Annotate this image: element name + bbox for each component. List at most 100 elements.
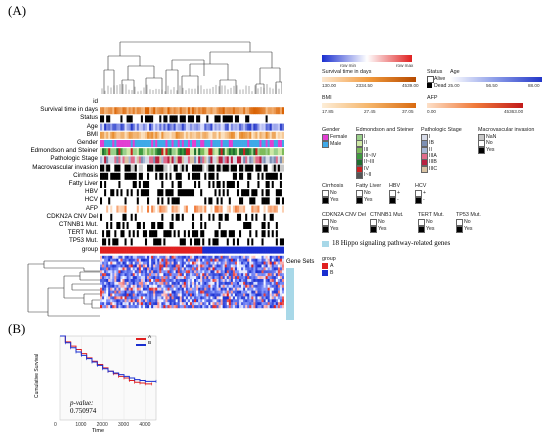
track-row-9: [100, 172, 284, 180]
pathologic-item-0: I: [429, 134, 431, 140]
annotation-heatmap: [100, 99, 284, 309]
tert-legend-title: TERT Mut.: [418, 212, 444, 218]
tp53-swatch-1: [456, 225, 463, 233]
pathologic-item-4: IIIB: [429, 159, 437, 166]
bmi-gradient: [322, 103, 416, 108]
km-pvalue-label: p-value:: [70, 399, 94, 407]
track-label-8: Macrovascular invasion: [32, 163, 98, 171]
edmondson-item-3: III~IV: [364, 152, 377, 159]
gender-swatch-1: [322, 140, 329, 148]
track-row-17: [100, 238, 284, 246]
gender-legend-title: Gender: [322, 127, 340, 133]
track-row-11: [100, 189, 284, 197]
ctnnb1-item-0: No: [378, 219, 385, 225]
cirrhosis-legend-title: Cirrhosis: [322, 183, 344, 189]
hcv-swatch-1: [415, 196, 422, 204]
afp-min: 0.00: [427, 109, 436, 114]
track-label-1: Survival time in days: [40, 106, 98, 114]
pathologic-swatch-5: [421, 165, 428, 173]
track-label-7: Pathologic Stage: [50, 155, 98, 163]
track-label-10: Fatty Liver: [68, 180, 98, 187]
tp53-item-1: Yes: [464, 225, 473, 232]
tert-item-0: No: [426, 219, 433, 225]
pathologic-legend-title: Pathologic Stage: [421, 127, 462, 133]
tert-item-1: Yes: [426, 225, 435, 232]
km-xlabel: Time: [92, 428, 105, 434]
track-label-14: CDKN2A CNV Del: [46, 212, 98, 220]
track-row-1: [100, 107, 284, 115]
track-label-15: CTNNB1 Mut.: [58, 221, 98, 228]
track-label-6: Edmondson and Steiner: [30, 147, 98, 155]
track-label-0: id: [93, 98, 98, 105]
status-legend-title: Status: [427, 69, 443, 75]
cdkn2a-legend-title: CDKN2A CNV Del: [322, 212, 367, 218]
edmondson-item-2: III: [364, 146, 369, 153]
track-row-12: [100, 197, 284, 205]
gender-item-1: Male: [330, 140, 342, 147]
group-a-label: A: [330, 263, 334, 269]
age-gradient: [450, 77, 542, 82]
track-row-10: [100, 181, 284, 188]
macro-item-0: NaN: [486, 134, 497, 140]
km-legend-b: B: [148, 341, 152, 346]
afp-legend-title: AFP: [427, 95, 438, 101]
edmondson-legend-title: Edmondson and Steiner: [356, 127, 414, 133]
gender-item-0: Female: [330, 134, 348, 140]
ctnnb1-item-1: Yes: [378, 225, 387, 232]
survival-mid: 2334.50: [356, 83, 373, 88]
cirrhosis-swatch-1: [322, 196, 329, 204]
group-legend-title: group: [322, 256, 336, 262]
row-dendrogram: [27, 260, 100, 317]
age-mid: 56.50: [486, 83, 498, 88]
track-row-3: [100, 123, 284, 131]
status-dead-label: Dead: [434, 83, 447, 89]
status-dead-swatch: [427, 83, 432, 88]
km-xtick-4: 4000: [139, 422, 151, 428]
column-dendrogram: [101, 41, 282, 94]
track-label-17: TP53 Mut.: [68, 237, 98, 245]
group-a-swatch: [322, 263, 328, 269]
track-row-group: [100, 246, 284, 254]
track-row-7: [100, 156, 284, 164]
hcv-item-1: -: [423, 196, 425, 203]
track-label-13: AFP: [85, 204, 98, 212]
bmi-max: 37.05: [402, 109, 414, 114]
status-alive-label: Alive: [434, 76, 446, 82]
km-legend-a: A: [148, 335, 152, 340]
km-ylabel: Cumulative Survival: [34, 353, 40, 398]
expression-heatmap: [100, 255, 284, 309]
track-row-16: [100, 230, 284, 238]
panel-label-b: (B): [8, 321, 26, 336]
track-row-0: [100, 99, 284, 106]
track-label-16: TERT Mut.: [67, 229, 98, 237]
track-row-15: [100, 222, 284, 229]
afp-gradient: [427, 103, 523, 108]
track-label-11: HBV: [85, 188, 98, 196]
ctnnb1-swatch-1: [370, 225, 377, 233]
rowscale-min: row min: [340, 63, 357, 68]
survival-min: 130.00: [322, 83, 337, 88]
km-chart: [59, 335, 157, 421]
cdkn2a-item-0: No: [330, 219, 337, 225]
km-xtick-3: 3000: [118, 422, 130, 428]
fatty-item-0: No: [364, 190, 371, 196]
bmi-legend-title: BMI: [322, 95, 332, 101]
group-b-label: B: [330, 270, 334, 276]
survival-legend-title: Survival time in days: [322, 69, 372, 75]
rowscale-max: row max: [396, 63, 414, 68]
tert-swatch-1: [418, 225, 425, 233]
edmondson-item-1: II: [364, 140, 367, 147]
pathologic-item-5: IIIC: [429, 165, 438, 172]
km-ticks: 0 1000 2000 3000 4000: [40, 332, 160, 440]
group-b-swatch: [322, 270, 328, 276]
track-label-12: HCV: [84, 196, 98, 204]
cdkn2a-item-1: Yes: [330, 225, 339, 232]
fatty-item-1: Yes: [364, 196, 373, 203]
cdkn2a-swatch-1: [322, 225, 329, 233]
track-label-4: BMI: [86, 130, 98, 138]
km-xtick-0: 0: [54, 422, 57, 428]
track-labels: id Survival time in days Status Age BMI Gende…: [0, 98, 98, 258]
track-row-8: [100, 164, 284, 172]
bmi-min: 17.85: [322, 109, 334, 114]
km-legend-a-line: [136, 338, 146, 340]
